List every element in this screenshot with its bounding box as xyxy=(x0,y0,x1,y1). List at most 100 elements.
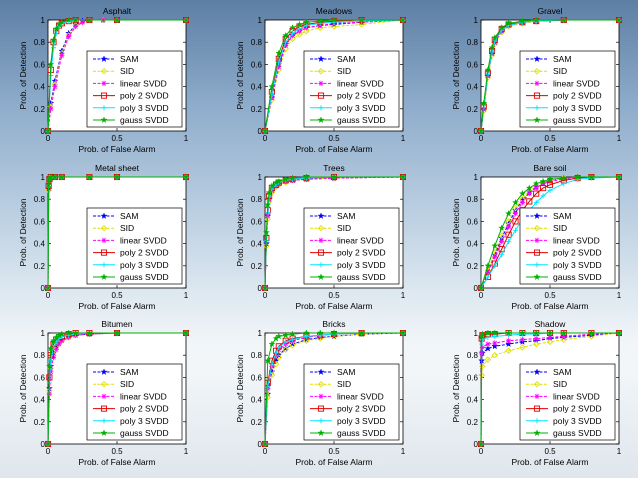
legend-marker xyxy=(534,262,540,268)
y-tick-label: 1 xyxy=(474,16,479,25)
y-axis-label: Prob. of Detection xyxy=(235,41,245,109)
x-tick-label: 1 xyxy=(184,134,189,143)
legend-label: SID xyxy=(553,223,567,233)
legend-marker xyxy=(317,67,325,75)
legend-label: linear SVDD xyxy=(553,235,600,245)
data-point xyxy=(546,175,554,183)
series-group xyxy=(45,174,189,291)
legend-label: linear SVDD xyxy=(120,235,167,245)
data-point xyxy=(491,342,499,350)
y-tick-label: 0 xyxy=(258,440,263,449)
data-point xyxy=(269,91,275,97)
legend-label: poly 2 SVDD xyxy=(553,91,602,101)
data-point xyxy=(113,17,121,24)
y-axis-label: Prob. of Detection xyxy=(18,198,28,266)
data-point xyxy=(539,177,547,185)
data-point xyxy=(49,336,58,344)
chart-title: Bare soil xyxy=(533,163,566,173)
data-point xyxy=(65,17,73,24)
data-point xyxy=(484,330,492,337)
data-point xyxy=(45,284,52,291)
series-group xyxy=(262,330,406,447)
legend-label: gauss SVDD xyxy=(337,115,386,125)
chart-panel-2: Gravel 0 0.2 0.4 0.6 0.8 1 0 0.5 1 Prob. of False … xyxy=(451,6,622,154)
data-point xyxy=(50,45,57,51)
data-point xyxy=(283,339,289,345)
legend-marker xyxy=(534,418,540,424)
data-point xyxy=(330,23,338,30)
y-tick-label: 0.2 xyxy=(251,262,263,271)
legend-label: gauss SVDD xyxy=(120,115,169,125)
legend-label: SAM xyxy=(553,211,571,221)
legend-marker xyxy=(100,405,108,412)
legend: SAM SID linear SVDD poly 2 SVDD poly 3 SVDD g… xyxy=(303,207,400,285)
data-point xyxy=(182,330,189,337)
y-axis-label: Prob. of Detection xyxy=(235,354,245,422)
legend-marker xyxy=(317,273,325,281)
y-tick-label: 0.4 xyxy=(251,83,263,92)
data-point xyxy=(58,330,66,338)
x-axis-label: Prob. of False Alarm xyxy=(78,457,155,467)
data-point xyxy=(275,49,283,57)
legend-label: gauss SVDD xyxy=(337,272,386,282)
legend-label: gauss SVDD xyxy=(120,272,169,282)
x-tick-label: 0 xyxy=(46,447,51,456)
y-axis-label: Prob. of Detection xyxy=(235,198,245,266)
data-point xyxy=(491,242,499,249)
legend-marker xyxy=(317,249,325,256)
legend-label: gauss SVDD xyxy=(553,272,602,282)
data-point xyxy=(182,17,189,24)
x-tick-label: 0.5 xyxy=(111,291,123,300)
legend-label: linear SVDD xyxy=(337,391,384,401)
data-point xyxy=(48,106,54,112)
data-point xyxy=(276,64,282,70)
legend-marker xyxy=(533,273,541,281)
data-point xyxy=(358,17,366,24)
y-tick-label: 1 xyxy=(474,329,479,338)
data-point xyxy=(330,174,338,181)
data-point xyxy=(283,42,289,49)
data-point xyxy=(526,198,533,205)
legend-marker xyxy=(534,105,540,111)
data-point xyxy=(560,336,568,343)
x-tick-label: 1 xyxy=(184,447,189,456)
data-point xyxy=(533,190,540,197)
data-point xyxy=(615,330,622,337)
legend-marker xyxy=(317,224,325,232)
data-point xyxy=(480,99,488,107)
legend-label: SAM xyxy=(120,54,138,64)
legend-label: linear SVDD xyxy=(120,391,167,401)
data-point xyxy=(505,347,512,354)
legend-marker xyxy=(533,429,541,437)
legend-label: SID xyxy=(120,66,134,76)
legend-label: poly 3 SVDD xyxy=(120,103,169,113)
data-point xyxy=(485,334,491,341)
data-point xyxy=(269,361,275,367)
legend-marker xyxy=(317,212,325,220)
x-tick-label: 0 xyxy=(479,447,484,456)
data-point xyxy=(399,174,406,181)
chart-title: Shadow xyxy=(535,319,567,329)
y-axis-label: Prob. of Detection xyxy=(18,41,28,109)
legend-label: poly 2 SVDD xyxy=(337,404,386,414)
y-tick-label: 0.8 xyxy=(467,195,479,204)
data-point xyxy=(485,269,491,276)
x-tick-label: 0.5 xyxy=(111,447,123,456)
data-point xyxy=(505,330,513,337)
data-point xyxy=(505,19,513,27)
legend-label: poly 3 SVDD xyxy=(337,260,386,270)
legend-marker xyxy=(317,429,325,437)
y-tick-label: 0.8 xyxy=(251,38,263,47)
legend-marker xyxy=(317,380,325,388)
legend-marker xyxy=(318,80,324,86)
legend-label: poly 3 SVDD xyxy=(337,103,386,113)
data-point xyxy=(485,341,491,347)
data-point xyxy=(484,344,492,352)
legend-label: SAM xyxy=(120,211,138,221)
data-point xyxy=(59,338,65,344)
legend-marker xyxy=(534,80,540,86)
data-point xyxy=(546,338,554,346)
data-point xyxy=(262,228,270,236)
data-point xyxy=(512,204,519,212)
legend-marker xyxy=(100,92,108,99)
